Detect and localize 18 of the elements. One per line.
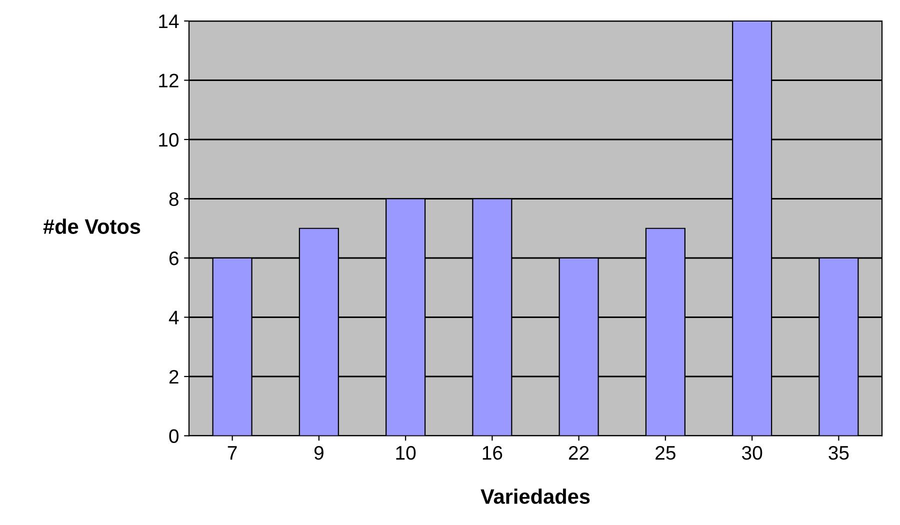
x-tick-label: 22 bbox=[568, 446, 589, 460]
y-tick-label: 12 bbox=[159, 74, 178, 88]
y-axis-title: #de Votos bbox=[43, 218, 140, 234]
x-tick-label: 7 bbox=[228, 446, 237, 460]
x-tick-label: 9 bbox=[314, 446, 324, 460]
y-tick-label: 6 bbox=[169, 251, 178, 266]
x-tick-label: 16 bbox=[482, 446, 502, 460]
x-tick-label: 35 bbox=[828, 446, 849, 460]
x-axis-title: Variedades bbox=[480, 488, 590, 504]
x-tick-label: 30 bbox=[742, 446, 762, 460]
x-tick-label: 25 bbox=[656, 446, 676, 460]
y-tick-label: 14 bbox=[159, 14, 179, 28]
y-tick-label: 8 bbox=[169, 192, 178, 206]
y-tick-label: 10 bbox=[159, 132, 179, 147]
y-tick-label: 4 bbox=[168, 310, 179, 324]
x-tick-label: 10 bbox=[396, 446, 416, 460]
y-tick-label: 2 bbox=[169, 370, 178, 384]
y-tick-label: 0 bbox=[169, 429, 179, 443]
